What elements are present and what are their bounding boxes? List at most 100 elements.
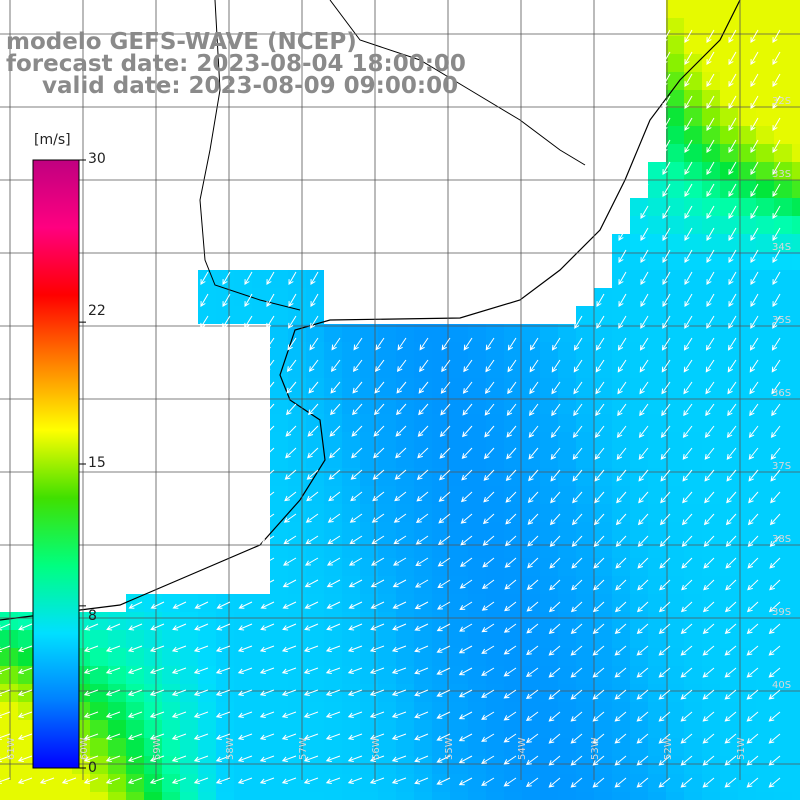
wind-arrow [772,227,781,241]
speed-cell [792,288,800,306]
speed-cell [432,738,450,756]
wind-arrow [528,469,539,482]
speed-cell [504,342,522,360]
wind-arrow [348,601,363,609]
speed-cell [774,540,792,558]
speed-cell [144,702,162,720]
wind-arrow [18,623,33,631]
speed-cell [162,648,180,666]
speed-cell [504,666,522,684]
wind-arrow [705,337,715,351]
wind-arrow [393,535,407,545]
wind-arrow [83,689,99,696]
wind-arrow [303,733,319,740]
speed-cell [792,198,800,216]
wind-arrow [639,403,649,417]
wind-arrow [637,557,649,569]
speed-cell [468,666,486,684]
speed-cell [288,540,306,558]
speed-cell [18,720,36,738]
speed-cell [666,630,684,648]
speed-cell [576,738,594,756]
speed-cell [504,738,522,756]
wind-arrow [215,645,231,653]
wind-arrow [193,667,209,674]
speed-cell [360,360,378,378]
wind-arrow [548,645,561,656]
speed-cell [360,756,378,774]
speed-cell [234,792,252,800]
wind-arrow [680,601,693,613]
speed-cell [576,558,594,576]
speed-cell [216,684,234,702]
speed-cell [396,360,414,378]
wind-arrow [617,337,627,351]
speed-cell [558,594,576,612]
wind-arrow [637,513,649,526]
wind-arrow [618,293,627,307]
speed-cell [792,252,800,270]
speed-cell [684,342,702,360]
wind-arrow [527,557,539,569]
speed-cell [270,414,288,432]
speed-cell [648,414,666,432]
wind-arrow [684,73,693,87]
speed-cell [684,306,702,324]
wind-arrow [436,689,451,697]
speed-cell [720,378,738,396]
wind-arrow [149,711,165,718]
speed-cell [360,432,378,450]
wind-arrow [244,293,253,307]
speed-cell [324,540,342,558]
speed-cell [666,90,684,108]
wind-arrow [105,667,121,674]
wind-arrow [349,535,363,545]
speed-cell [792,468,800,486]
speed-cell [108,630,126,648]
wind-arrow [419,337,429,351]
speed-cell [558,468,576,486]
wind-arrow [771,337,781,351]
wind-arrow [570,601,583,613]
speed-cell [468,630,486,648]
wind-arrow [351,425,363,437]
speed-cell [558,540,576,558]
wind-arrow [215,711,231,718]
wind-arrow [439,447,451,459]
wind-arrow [303,667,319,674]
wind-arrow [462,403,473,416]
speed-cell [396,738,414,756]
speed-cell [720,126,738,144]
speed-cell [666,738,684,756]
wind-arrow [661,337,671,351]
wind-arrow [262,491,275,502]
wind-arrow [595,337,605,351]
speed-cell [774,522,792,540]
speed-cell [396,648,414,666]
wind-arrow [105,645,121,653]
speed-cell [486,396,504,414]
speed-cell [594,576,612,594]
wind-arrow [658,733,671,744]
speed-cell [648,666,666,684]
speed-cell [540,342,558,360]
speed-cell [540,648,558,666]
speed-cell [684,162,702,180]
wind-arrow [373,447,385,459]
wind-arrow [658,601,671,613]
speed-cell [324,378,342,396]
speed-cell [684,450,702,468]
speed-cell [198,774,216,792]
speed-cell [216,270,234,288]
speed-cell [270,306,288,324]
speed-cell [432,558,450,576]
wind-arrow [750,205,759,219]
speed-cell [378,792,396,800]
wind-arrow [325,711,341,718]
speed-cell [486,702,504,720]
speed-cell [468,774,486,792]
speed-cell [504,774,522,792]
wind-arrow [503,733,517,743]
speed-cell [756,216,774,234]
